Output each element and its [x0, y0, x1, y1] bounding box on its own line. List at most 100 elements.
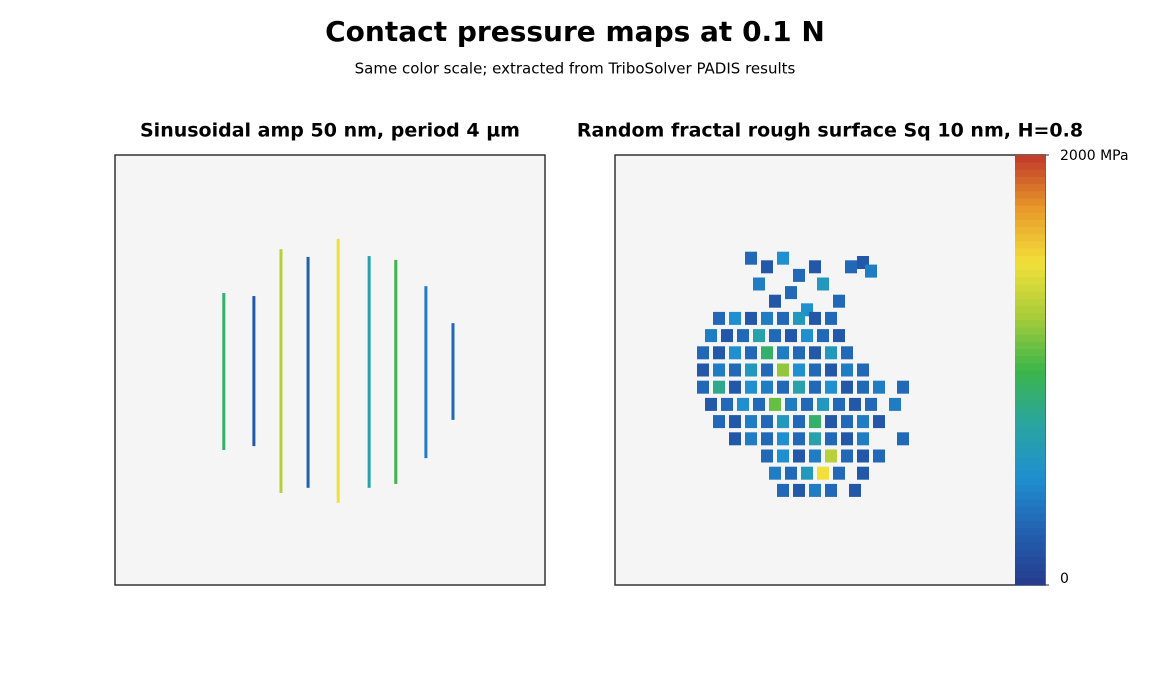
pressure-cell	[777, 251, 789, 265]
colorbar-segment	[1015, 319, 1045, 328]
colorbar-segment	[1015, 527, 1045, 536]
colorbar-segment	[1015, 542, 1045, 550]
pressure-cell	[857, 432, 869, 446]
colorbar-tick-label: 2000 MPa	[1060, 148, 1129, 164]
pressure-cell	[825, 449, 837, 463]
pressure-cell	[769, 294, 781, 308]
pressure-cell	[793, 311, 805, 325]
colorbar-segment	[1015, 549, 1045, 557]
colorbar-segment	[1015, 262, 1045, 271]
pressure-cell	[729, 415, 741, 429]
pressure-cell	[857, 449, 869, 463]
pressure-cell	[753, 329, 765, 343]
pressure-cell	[745, 251, 757, 265]
colorbar-segment	[1015, 212, 1045, 220]
colorbar-segment	[1015, 420, 1045, 428]
pressure-cell	[841, 380, 853, 394]
colorbar-segment	[1015, 398, 1045, 407]
colorbar-segment	[1015, 463, 1045, 471]
colorbar-segment	[1015, 298, 1045, 306]
pressure-cell	[761, 363, 773, 377]
colorbar-segment	[1015, 506, 1045, 514]
colorbar-segment	[1015, 563, 1045, 572]
colorbar-segment	[1015, 334, 1045, 342]
pressure-cell	[777, 311, 789, 325]
pressure-cell	[721, 397, 733, 411]
figure-title: Contact pressure maps at 0.1 N	[325, 15, 825, 48]
pressure-cell	[889, 397, 901, 411]
pressure-cell	[777, 415, 789, 429]
pressure-cell	[825, 380, 837, 394]
pressure-cell	[793, 415, 805, 429]
pressure-cell	[849, 483, 861, 497]
colorbar-segment	[1015, 255, 1045, 263]
colorbar-segment	[1015, 312, 1045, 321]
pressure-cell	[809, 363, 821, 377]
panel-title: Random fractal rough surface Sq 10 nm, H…	[577, 120, 1083, 142]
pressure-cell	[777, 363, 789, 377]
pressure-cell	[825, 483, 837, 497]
pressure-cell	[817, 329, 829, 343]
pressure-cell	[897, 380, 909, 394]
pressure-cell	[745, 346, 757, 360]
pressure-cell	[753, 277, 765, 291]
pressure-cell	[761, 449, 773, 463]
pressure-cell	[761, 311, 773, 325]
pressure-cell	[705, 397, 717, 411]
colorbar-segment	[1015, 233, 1045, 242]
pressure-cell	[817, 277, 829, 291]
pressure-cell	[785, 466, 797, 480]
colorbar-segment	[1015, 348, 1045, 357]
pressure-cell	[833, 329, 845, 343]
colorbar-segment	[1015, 377, 1045, 385]
pressure-stripe	[279, 249, 283, 493]
colorbar-segment	[1015, 155, 1045, 163]
pressure-cell	[697, 363, 709, 377]
pressure-cell	[809, 415, 821, 429]
pressure-cell	[729, 363, 741, 377]
colorbar-segment	[1015, 534, 1045, 543]
pressure-cell	[833, 466, 845, 480]
pressure-cell	[849, 397, 861, 411]
pressure-cell	[777, 483, 789, 497]
pressure-cell	[769, 397, 781, 411]
pressure-stripe	[367, 256, 371, 488]
pressure-cell	[713, 311, 725, 325]
pressure-cell	[793, 268, 805, 282]
colorbar-segment	[1015, 190, 1045, 199]
colorbar-segment	[1015, 205, 1045, 213]
pressure-cell	[713, 363, 725, 377]
pressure-cell	[761, 260, 773, 274]
pressure-stripe	[222, 293, 226, 450]
pressure-cell	[809, 346, 821, 360]
pressure-cell	[729, 432, 741, 446]
colorbar-segment	[1015, 520, 1045, 529]
pressure-cell	[793, 483, 805, 497]
colorbar-segment	[1015, 269, 1045, 278]
pressure-cell	[745, 380, 757, 394]
colorbar-segment	[1015, 477, 1045, 486]
colorbar-segment	[1015, 226, 1045, 235]
pressure-cell	[809, 483, 821, 497]
pressure-cell	[713, 380, 725, 394]
pressure-cell	[873, 449, 885, 463]
pressure-cell	[809, 432, 821, 446]
colorbar-segment	[1015, 291, 1045, 299]
pressure-cell	[825, 346, 837, 360]
pressure-cell	[841, 346, 853, 360]
pressure-stripe	[424, 286, 428, 459]
colorbar-segment	[1015, 556, 1045, 564]
pressure-cell	[753, 397, 765, 411]
pressure-cell	[769, 329, 781, 343]
colorbar-segment	[1015, 219, 1045, 228]
pressure-cell	[761, 380, 773, 394]
panel-title: Sinusoidal amp 50 nm, period 4 µm	[140, 120, 520, 142]
pressure-stripe	[451, 323, 455, 420]
pressure-cell	[745, 432, 757, 446]
pressure-cell	[809, 311, 821, 325]
pressure-cell	[873, 415, 885, 429]
colorbar-segment	[1015, 491, 1045, 500]
pressure-cell	[745, 415, 757, 429]
pressure-cell	[793, 432, 805, 446]
